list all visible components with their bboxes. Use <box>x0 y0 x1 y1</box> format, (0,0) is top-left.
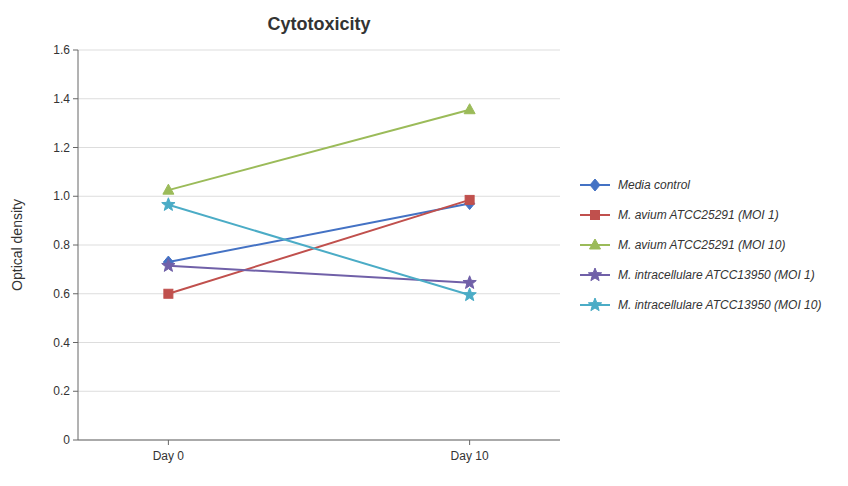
x-tick <box>168 440 169 445</box>
y-tick-label: 0.6 <box>53 287 70 301</box>
y-tick <box>73 50 78 51</box>
x-tick-label: Day 10 <box>451 449 489 463</box>
series <box>162 259 477 289</box>
x-tick-label: Day 0 <box>153 449 185 463</box>
y-tick <box>73 98 78 99</box>
grid-line <box>78 196 560 197</box>
grid-line <box>78 98 560 99</box>
marker <box>464 104 475 114</box>
grid-line <box>78 245 560 246</box>
grid-line <box>78 50 560 51</box>
plot-area <box>162 104 477 301</box>
series <box>162 198 477 301</box>
x-tick <box>469 440 470 445</box>
chart-container: Cytotoxicity Optical density 0 0.2 0.4 0.6 0.8… <box>0 0 848 486</box>
y-tick-label: 1.0 <box>53 189 70 203</box>
legend-label: M. avium ATCC25291 (MOI 10) <box>618 238 785 252</box>
chart-svg: Cytotoxicity Optical density 0 0.2 0.4 0.6 0.8… <box>0 0 848 486</box>
series <box>164 195 474 298</box>
line <box>168 205 469 295</box>
marker <box>463 288 476 301</box>
legend-label: Media control <box>618 178 690 192</box>
legend-label: M. intracellulare ATCC13950 (MOI 1) <box>618 268 815 282</box>
legend-label: M. intracellulare ATCC13950 (MOI 10) <box>618 298 821 312</box>
x-axis: Day 0 Day 10 <box>78 440 560 463</box>
line <box>168 200 469 294</box>
y-tick <box>73 342 78 343</box>
legend-marker <box>588 268 601 281</box>
y-tick-label: 0 <box>63 433 70 447</box>
y-tick-label: 1.6 <box>53 43 70 57</box>
y-tick <box>73 245 78 246</box>
y-axis-label: Optical density <box>9 199 25 291</box>
y-tick <box>73 391 78 392</box>
y-tick <box>73 440 78 441</box>
y-tick <box>73 147 78 148</box>
marker <box>163 184 174 194</box>
marker <box>162 259 175 272</box>
series <box>163 104 475 194</box>
y-tick <box>73 196 78 197</box>
line <box>168 110 469 190</box>
y-axis-line <box>78 50 79 440</box>
line <box>168 266 469 283</box>
y-tick <box>73 293 78 294</box>
marker <box>465 195 474 204</box>
title: Cytotoxicity <box>267 14 370 34</box>
y-tick-label: 0.4 <box>53 336 70 350</box>
y-tick-label: 0.8 <box>53 238 70 252</box>
y-tick-label: 1.4 <box>53 92 70 106</box>
line <box>168 204 469 263</box>
y-tick-label: 1.2 <box>53 141 70 155</box>
grid <box>78 50 560 440</box>
x-axis-line <box>78 440 560 441</box>
grid-line <box>78 293 560 294</box>
y-tick-label: 0.2 <box>53 384 70 398</box>
legend-marker <box>588 298 601 311</box>
legend-marker <box>590 179 600 191</box>
legend: Media control M. avium ATCC25291 (MOI 1) M… <box>580 178 821 312</box>
marker <box>162 198 175 211</box>
marker <box>463 276 476 289</box>
grid-line <box>78 440 560 441</box>
legend-label: M. avium ATCC25291 (MOI 1) <box>618 208 779 222</box>
grid-line <box>78 147 560 148</box>
grid-line <box>78 391 560 392</box>
marker <box>164 289 173 298</box>
grid-line <box>78 342 560 343</box>
legend-marker <box>590 239 601 249</box>
series <box>163 198 474 269</box>
legend-marker <box>591 211 600 220</box>
y-axis: 0 0.2 0.4 0.6 0.8 1.0 1.2 1.4 1.6 <box>53 43 78 447</box>
